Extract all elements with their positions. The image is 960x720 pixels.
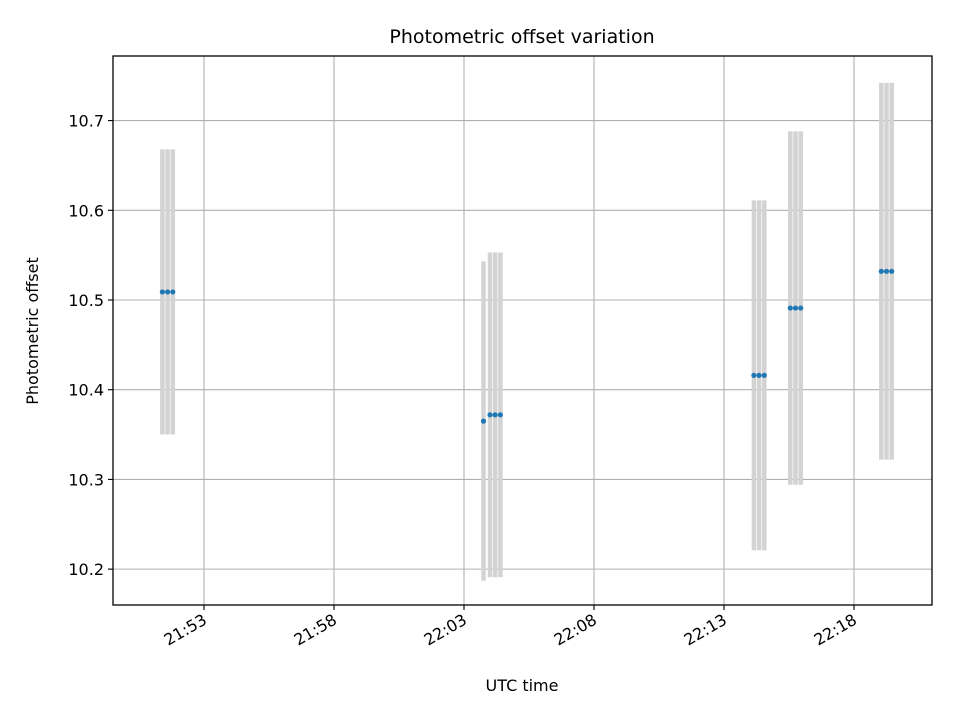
data-point <box>751 372 757 378</box>
x-axis-title: UTC time <box>486 676 559 695</box>
data-point <box>761 372 767 378</box>
data-point <box>756 372 762 378</box>
data-point <box>480 418 487 424</box>
data-point <box>889 268 895 274</box>
y-axis-title: Photometric offset <box>23 257 42 405</box>
data-point <box>165 289 171 295</box>
data-point <box>487 412 493 418</box>
y-tick-label: 10.4 <box>68 381 104 400</box>
data-point <box>883 268 890 274</box>
data-point <box>492 412 498 418</box>
y-tick-label: 10.7 <box>68 112 104 131</box>
chart-title: Photometric offset variation <box>389 26 654 48</box>
y-tick-label: 10.5 <box>68 291 104 310</box>
plot-frame <box>112 55 933 606</box>
data-point <box>170 289 176 295</box>
data-point <box>798 305 804 311</box>
y-tick-label: 10.3 <box>68 470 104 489</box>
data-point <box>792 305 799 311</box>
y-tick-label: 10.2 <box>68 560 104 579</box>
data-point <box>878 268 884 274</box>
data-point <box>159 289 165 295</box>
data-point <box>787 305 793 311</box>
data-points <box>159 268 895 424</box>
data-point <box>497 412 503 418</box>
y-axis-ticks: 10.2 10.3 10.4 10.5 10.6 10.7 <box>68 112 113 579</box>
y-tick-label: 10.6 <box>68 201 104 220</box>
